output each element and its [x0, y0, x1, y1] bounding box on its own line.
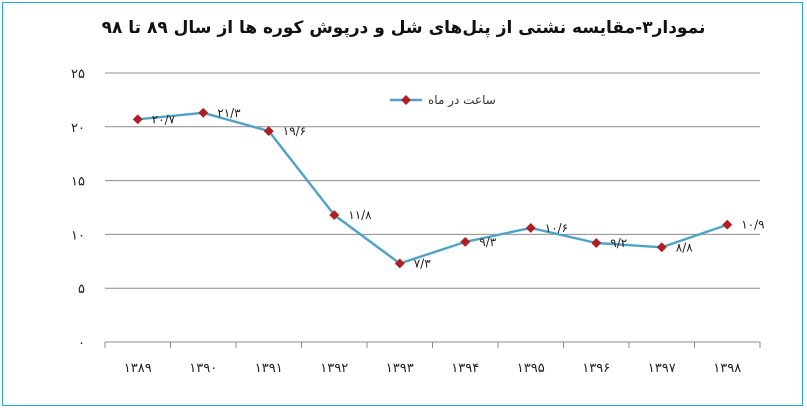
y-tick-label: ۱۵ — [71, 175, 85, 190]
data-label: ۹/۳ — [479, 235, 496, 249]
x-tick-label: ۱۳۹۸ — [713, 361, 741, 376]
data-labels: ۲۰/۷ ۲۱/۳ ۱۹/۶ ۱۱/۸ ۷/۳ ۹/۳ ۱۰/۶ ۹/۲ ۸/۸ ۱۰/۹ — [152, 106, 765, 271]
data-label: ۱۰/۶ — [545, 221, 568, 235]
data-point — [722, 219, 733, 230]
y-tick-label: ۲۵ — [71, 67, 85, 82]
chart-title: نمودار۳-مقایسه نشتی از پنل‌های شل و درپو… — [101, 18, 706, 38]
x-tick-label: ۱۳۹۱ — [255, 361, 283, 376]
data-label: ۱۱/۸ — [348, 208, 372, 222]
legend-label: ساعت در ماه — [428, 93, 496, 108]
y-tick-label: ۵ — [78, 282, 85, 297]
data-label: ۱۰/۹ — [741, 218, 764, 232]
data-label: ۲۱/۳ — [217, 106, 241, 120]
x-tick-label: ۱۳۹۲ — [320, 361, 348, 376]
data-point — [656, 242, 667, 253]
data-point — [460, 236, 471, 247]
data-point — [132, 114, 143, 125]
x-tick-label: ۱۳۹۶ — [582, 361, 610, 376]
x-axis — [104, 341, 761, 348]
x-tick-label: ۱۳۹۳ — [386, 361, 414, 376]
data-label: ۱۹/۶ — [283, 124, 306, 138]
data-point — [591, 238, 602, 248]
data-label: ۹/۲ — [610, 236, 627, 250]
y-tick-label: ۱۰ — [71, 228, 85, 243]
data-point — [329, 210, 340, 220]
data-point — [525, 222, 536, 233]
data-point — [394, 258, 405, 269]
x-tick-label: ۱۳۸۹ — [124, 361, 152, 376]
x-tick-label: ۱۳۹۴ — [451, 361, 479, 376]
x-tick-label: ۱۳۹۰ — [189, 361, 217, 376]
chart-frame — [2, 2, 803, 406]
y-axis-ticks: ۰ ۵ ۱۰ ۱۵ ۲۰ ۲۵ — [71, 67, 85, 351]
data-label: ۷/۳ — [414, 256, 431, 270]
data-point — [198, 107, 209, 118]
x-tick-label: ۱۳۹۷ — [648, 361, 676, 376]
data-label: ۸/۸ — [676, 240, 693, 254]
x-tick-label: ۱۳۹۵ — [517, 361, 545, 376]
series-line — [137, 111, 728, 265]
legend: ساعت در ماه — [390, 93, 496, 108]
x-axis-ticks: ۱۳۸۹ ۱۳۹۰ ۱۳۹۱ ۱۳۹۲ ۱۳۹۳ ۱۳۹۴ ۱۳۹۵ ۱۳۹۶ ۱۳۹۷ ۱۳۹۸ — [124, 361, 741, 376]
y-tick-label: ۲۰ — [71, 121, 85, 136]
series-markers — [132, 107, 733, 269]
y-tick-label: ۰ — [78, 336, 85, 351]
legend-marker — [401, 95, 411, 105]
data-label: ۲۰/۷ — [152, 112, 176, 126]
gridlines — [105, 72, 760, 289]
